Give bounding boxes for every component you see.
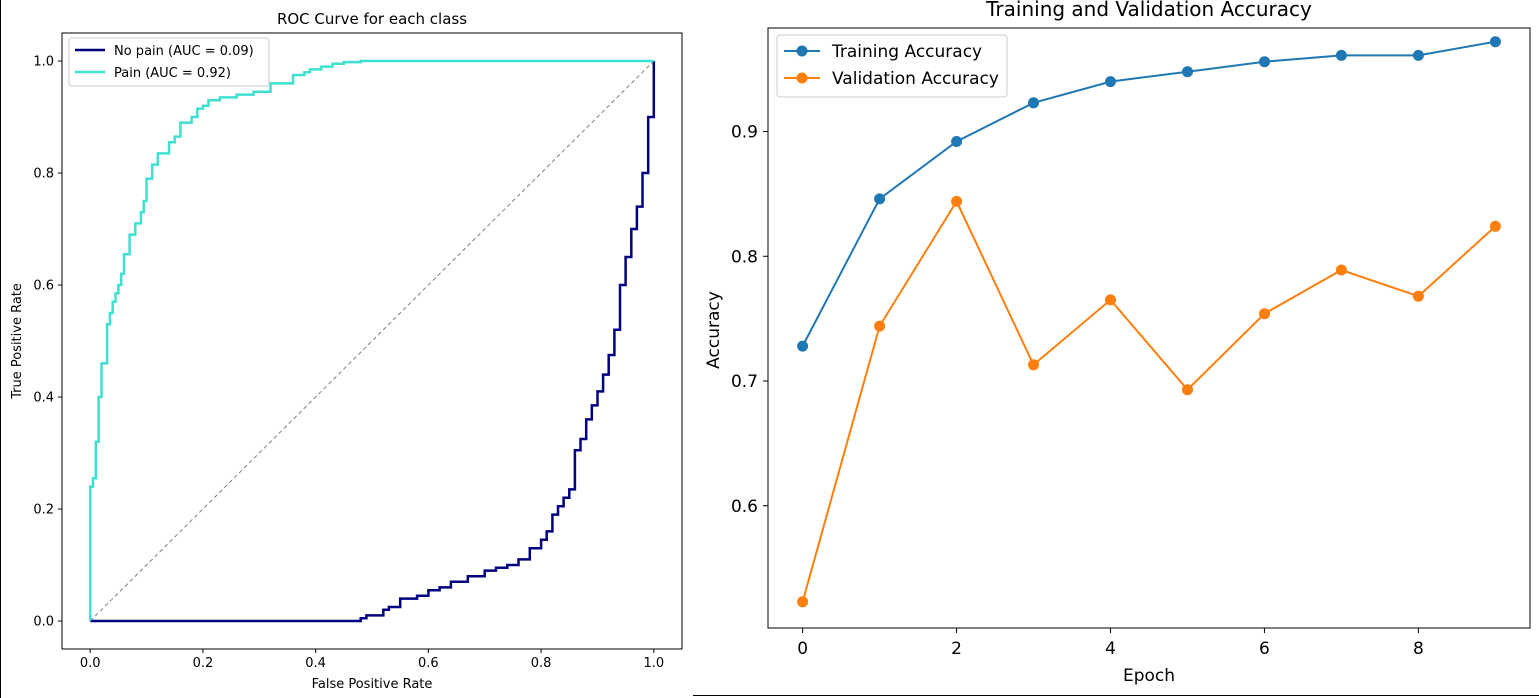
accuracy-point-training — [1105, 76, 1116, 88]
accuracy-x-tick-label: 8 — [1413, 639, 1424, 659]
roc-chart: ROC Curve for each class 0.0 0.2 0.4 0.6 0.8… — [10, 10, 683, 692]
accuracy-x-tick-label: 2 — [951, 639, 962, 659]
bottom-border-line — [693, 695, 1539, 696]
accuracy-x-tick-label: 6 — [1259, 639, 1270, 659]
roc-series-line-pain — [88, 59, 654, 621]
accuracy-y-tick-label: 0.7 — [731, 372, 758, 392]
roc-x-tick-label: 0.8 — [531, 656, 552, 671]
accuracy-chart: Training and Validation Accuracy 0 2 4 6 8 0… — [704, 0, 1531, 686]
roc-x-tick-label: 0.2 — [193, 656, 214, 671]
accuracy-point-training — [1028, 97, 1039, 109]
roc-legend-label-no-pain: No pain (AUC = 0.09) — [114, 44, 254, 59]
accuracy-y-tick-label: 0.6 — [731, 497, 758, 517]
accuracy-legend-marker-training — [796, 45, 808, 57]
roc-plot-frame — [61, 32, 683, 650]
accuracy-y-tick-label: 0.8 — [731, 247, 758, 267]
accuracy-point-validation — [1182, 384, 1193, 396]
left-border-line — [0, 0, 1, 698]
roc-legend: No pain (AUC = 0.09) Pain (AUC = 0.92) — [68, 37, 270, 87]
accuracy-point-training — [1489, 36, 1501, 48]
roc-x-tick-label: 0.4 — [305, 656, 326, 671]
accuracy-point-training — [1259, 56, 1270, 68]
roc-y-axis: 0.0 0.2 0.4 0.6 0.8 1.0 — [33, 55, 62, 630]
accuracy-point-validation — [951, 195, 963, 207]
roc-y-tick-label: 0.4 — [33, 391, 54, 406]
accuracy-point-validation — [797, 596, 809, 608]
roc-x-axis: 0.0 0.2 0.4 0.6 0.8 1.0 — [80, 649, 664, 671]
accuracy-point-training — [1182, 66, 1193, 78]
accuracy-legend: Training Accuracy Validation Accuracy — [776, 34, 1008, 98]
roc-x-tick-label: 1.0 — [643, 656, 664, 671]
accuracy-point-validation — [874, 320, 886, 332]
accuracy-series-line-validation — [801, 199, 1497, 603]
roc-x-axis-label: False Positive Rate — [312, 677, 433, 692]
roc-legend-label-pain: Pain (AUC = 0.92) — [114, 66, 231, 81]
accuracy-y-axis-label: Accuracy — [704, 291, 724, 369]
roc-series-line-no-pain — [90, 61, 656, 623]
roc-legend-box — [68, 37, 270, 87]
accuracy-legend-label-validation: Validation Accuracy — [832, 69, 999, 89]
accuracy-point-training — [1335, 49, 1347, 61]
accuracy-point-training — [951, 136, 963, 147]
accuracy-x-axis-label: Epoch — [1123, 666, 1175, 686]
roc-title: ROC Curve for each class — [277, 10, 467, 28]
accuracy-legend-marker-validation — [796, 72, 808, 84]
accuracy-point-validation — [1335, 264, 1347, 276]
accuracy-legend-box — [776, 34, 1008, 98]
roc-x-tick-label: 0.6 — [418, 656, 439, 671]
accuracy-point-training — [797, 340, 809, 352]
accuracy-x-axis: 0 2 4 6 8 — [797, 628, 1424, 659]
accuracy-x-tick-label: 0 — [797, 639, 808, 659]
roc-y-tick-label: 0.0 — [33, 615, 54, 630]
roc-y-axis-label: True Positive Rate — [10, 283, 25, 400]
roc-y-tick-label: 0.2 — [33, 503, 54, 518]
accuracy-point-validation — [1412, 290, 1424, 302]
accuracy-point-validation — [1105, 294, 1116, 306]
accuracy-series-line-training — [801, 40, 1496, 347]
roc-y-tick-label: 1.0 — [33, 55, 54, 70]
accuracy-point-validation — [1028, 359, 1039, 371]
accuracy-point-training — [874, 193, 886, 205]
roc-y-tick-label: 0.6 — [33, 279, 54, 294]
accuracy-legend-label-training: Training Accuracy — [831, 42, 982, 62]
accuracy-x-tick-label: 4 — [1105, 639, 1116, 659]
roc-marks — [88, 59, 656, 623]
accuracy-point-validation — [1259, 308, 1270, 320]
accuracy-title: Training and Validation Accuracy — [985, 0, 1312, 21]
accuracy-marks — [797, 36, 1501, 608]
roc-y-tick-label: 0.8 — [33, 167, 54, 182]
roc-diagonal-reference — [89, 60, 655, 622]
accuracy-y-axis: 0.6 0.7 0.8 0.9 — [731, 123, 768, 517]
accuracy-y-tick-label: 0.9 — [731, 123, 758, 143]
accuracy-plot-frame — [767, 27, 1531, 629]
roc-x-tick-label: 0.0 — [80, 656, 101, 671]
accuracy-point-validation — [1489, 220, 1501, 232]
accuracy-point-training — [1412, 49, 1424, 61]
